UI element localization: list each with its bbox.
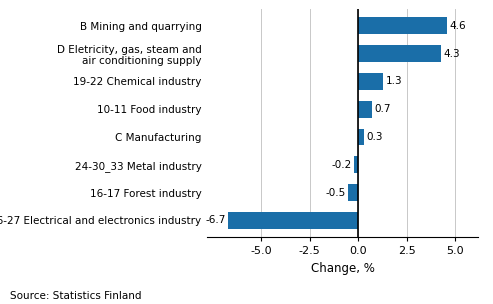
Bar [358,101,372,118]
Text: -0.5: -0.5 [326,188,346,198]
Bar [358,17,447,34]
Text: -0.2: -0.2 [332,160,352,170]
Text: 4.6: 4.6 [450,21,466,31]
Bar [228,212,358,229]
Text: -6.7: -6.7 [206,216,226,226]
Bar [358,73,383,90]
Bar [349,184,358,201]
Text: 0.3: 0.3 [366,132,383,142]
Text: Source: Statistics Finland: Source: Statistics Finland [10,291,141,301]
Text: 0.7: 0.7 [374,104,390,114]
Bar [358,129,364,145]
X-axis label: Change, %: Change, % [311,262,375,275]
Bar [354,157,358,173]
Text: 4.3: 4.3 [444,49,460,59]
Bar [358,45,441,62]
Text: 1.3: 1.3 [386,76,402,86]
